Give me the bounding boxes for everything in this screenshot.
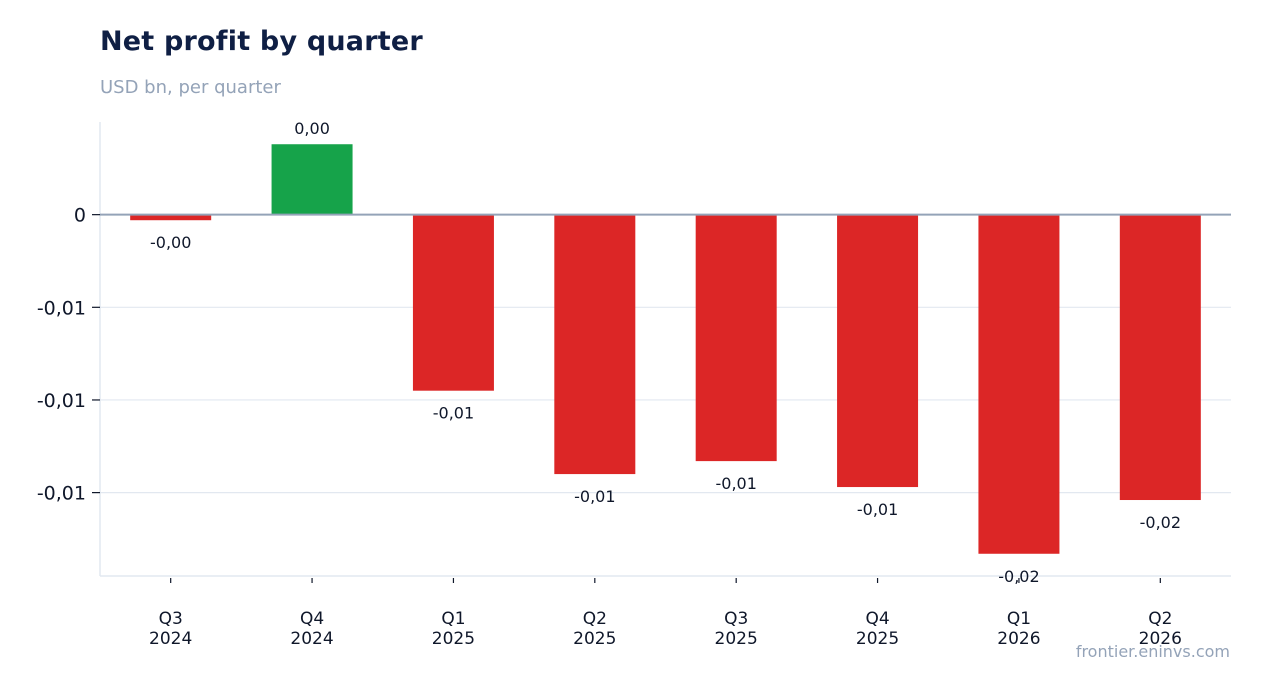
y-tick-label: -0,01 — [37, 390, 86, 412]
chart-subtitle: USD bn, per quarter — [100, 77, 281, 98]
bar — [978, 214, 1060, 554]
x-tick-label: 2025 — [715, 629, 758, 649]
x-tick-label: 2024 — [149, 629, 192, 649]
bar — [554, 214, 636, 475]
x-tick-label: 2025 — [856, 629, 899, 649]
x-tick-label: Q2 — [1148, 609, 1172, 629]
chart-title: Net profit by quarter — [100, 26, 423, 57]
bar — [1119, 214, 1201, 501]
x-tick-label: Q1 — [1007, 609, 1031, 629]
x-tick-label: 2026 — [1139, 629, 1182, 649]
data-label: -0,01 — [574, 487, 615, 506]
x-tick-label: Q4 — [865, 609, 889, 629]
x-tick-label: Q1 — [441, 609, 465, 629]
y-tick-label: 0 — [74, 205, 86, 227]
x-tick-label: Q4 — [300, 609, 324, 629]
x-tick-label: 2025 — [573, 629, 616, 649]
data-label: 0,00 — [294, 119, 330, 138]
x-tick-label: 2024 — [290, 629, 333, 649]
bar — [695, 214, 777, 462]
x-tick-label: Q2 — [583, 609, 607, 629]
x-tick-label: 2026 — [997, 629, 1040, 649]
x-tick-label: Q3 — [159, 609, 183, 629]
data-label: -0,01 — [433, 404, 474, 423]
bar — [412, 214, 494, 391]
data-label: -0,01 — [857, 500, 898, 519]
bar — [837, 214, 919, 488]
y-tick-label: -0,01 — [37, 483, 86, 505]
data-label: -0,02 — [1140, 513, 1181, 532]
bar — [130, 214, 212, 221]
bar — [271, 144, 353, 215]
x-tick-label: 2025 — [432, 629, 475, 649]
x-tick-label: Q3 — [724, 609, 748, 629]
data-label: -0,02 — [998, 567, 1039, 586]
data-label: -0,00 — [150, 233, 191, 252]
data-label: -0,01 — [715, 474, 756, 493]
y-tick-label: -0,01 — [37, 297, 86, 319]
source-attribution: frontier.eninvs.com — [1075, 642, 1230, 661]
